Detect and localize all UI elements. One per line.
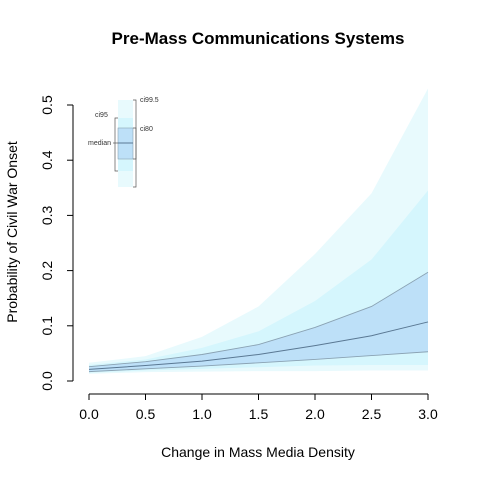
x-tick-label: 2.0 xyxy=(305,406,325,422)
line-ci95-lower xyxy=(88,351,429,373)
y-tick-label: 0.2 xyxy=(39,261,55,281)
legend-label-median: median xyxy=(88,140,111,147)
bands-group xyxy=(89,88,428,374)
y-tick-label: 0.0 xyxy=(39,371,55,391)
x-tick-label: 1.0 xyxy=(192,406,212,422)
y-axis: 0.0 0.1 0.2 0.3 0.4 0.5 xyxy=(39,95,74,391)
x-tick-label: 2.5 xyxy=(362,406,382,422)
band-ci95 xyxy=(89,272,428,372)
legend-label-ci95: ci95 xyxy=(95,112,108,119)
y-tick-label: 0.1 xyxy=(39,316,55,336)
legend-label-ci99-5: ci99.5 xyxy=(140,97,159,104)
x-tick-label: 0.5 xyxy=(136,406,156,422)
y-tick-label: 0.5 xyxy=(39,95,55,115)
x-tick-label: 0.0 xyxy=(79,406,99,422)
y-tick-label: 0.3 xyxy=(39,205,55,225)
legend-bracket-ci80 xyxy=(133,127,137,160)
chart-title: Pre-Mass Communications Systems xyxy=(112,29,405,48)
line-ci95-upper xyxy=(88,271,429,368)
x-tick-label: 3.0 xyxy=(418,406,438,422)
line-median xyxy=(88,321,429,370)
y-tick-label: 0.4 xyxy=(39,150,55,170)
x-axis-label: Change in Mass Media Density xyxy=(161,444,355,460)
x-tick-label: 1.5 xyxy=(249,406,269,422)
legend-bracket-ci95 xyxy=(114,117,118,172)
legend: ci99.5 ci95 ci80 median xyxy=(88,97,159,188)
legend-label-ci80: ci80 xyxy=(140,126,153,133)
y-axis-label: Probability of Civil War Onset xyxy=(4,141,20,323)
legend-bracket-ci99-5 xyxy=(133,99,137,188)
x-axis: 0.0 0.5 1.0 1.5 2.0 2.5 3.0 xyxy=(79,393,438,422)
lines-group xyxy=(88,271,429,373)
